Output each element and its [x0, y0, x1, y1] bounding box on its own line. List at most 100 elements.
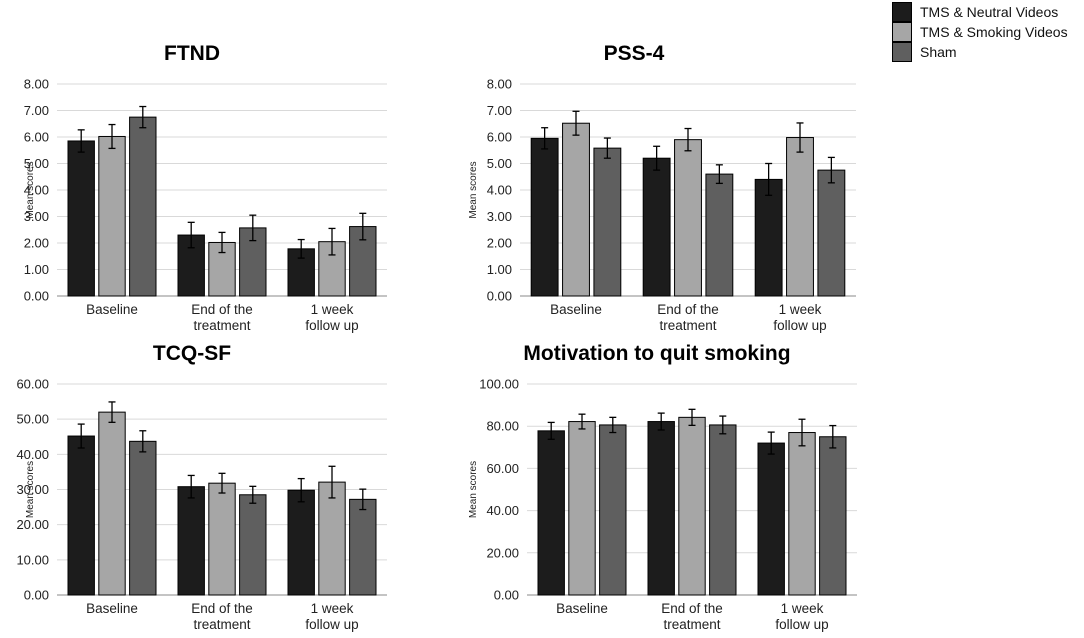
bar — [287, 489, 315, 596]
bar — [593, 147, 622, 297]
y-tick-label: 100.00 — [479, 377, 519, 392]
legend-item-neutral: TMS & Neutral Videos — [892, 2, 1058, 22]
bar — [67, 140, 95, 297]
y-tick-label: 4.00 — [24, 183, 49, 198]
y-tick-label: 3.00 — [487, 209, 512, 224]
chart-title: Motivation to quit smoking — [523, 342, 790, 365]
y-tick-label: 40.00 — [486, 503, 519, 518]
y-axis-label: Mean scores — [468, 161, 479, 218]
x-tick-label: 1 week — [311, 302, 354, 317]
y-tick-label: 1.00 — [24, 262, 49, 277]
y-axis-label: Mean scores — [468, 461, 479, 518]
x-tick-label: Baseline — [556, 601, 608, 616]
y-tick-label: 50.00 — [16, 412, 49, 427]
chart-ftnd: FTND 0.00 1.00 2.00 3.00 4.00 5.00 6.00 7.00 8.00… — [24, 42, 387, 333]
bar — [705, 173, 734, 297]
legend-item-smoking: TMS & Smoking Videos — [892, 22, 1068, 42]
x-tick-label: follow up — [773, 318, 826, 333]
x-tick-label: Baseline — [550, 302, 602, 317]
legend-swatch-sham — [892, 42, 912, 62]
bar — [786, 137, 814, 297]
x-tick-label: 1 week — [311, 601, 354, 616]
y-tick-label: 30.00 — [16, 482, 49, 497]
bar — [788, 432, 816, 596]
y-tick-label: 0.00 — [487, 289, 512, 304]
legend-label-sham: Sham — [920, 44, 957, 60]
y-tick-label: 1.00 — [487, 262, 512, 277]
chart-title: FTND — [164, 42, 220, 65]
legend-item-sham: Sham — [892, 42, 957, 62]
y-tick-label: 80.00 — [486, 419, 519, 434]
x-tick-label: treatment — [193, 617, 250, 632]
bar — [642, 157, 671, 297]
bar — [129, 440, 157, 596]
bar — [757, 442, 785, 596]
legend-label-neutral: TMS & Neutral Videos — [920, 4, 1059, 20]
y-tick-label: 40.00 — [16, 447, 49, 462]
y-axis-label: Mean scores — [25, 461, 36, 518]
x-tick-label: 1 week — [779, 302, 822, 317]
y-tick-label: 60.00 — [16, 377, 49, 392]
y-tick-label: 20.00 — [16, 517, 49, 532]
bar — [318, 481, 346, 596]
x-tick-label: follow up — [305, 617, 358, 632]
y-tick-label: 6.00 — [24, 130, 49, 145]
y-tick-label: 0.00 — [24, 289, 49, 304]
y-tick-label: 7.00 — [24, 103, 49, 118]
x-tick-label: End of the — [191, 601, 253, 616]
bar — [678, 416, 706, 596]
y-tick-label: 8.00 — [24, 77, 49, 92]
bar — [599, 424, 627, 596]
bar — [647, 421, 675, 596]
bar — [349, 498, 377, 596]
y-tick-label: 0.00 — [494, 588, 519, 603]
legend-swatch-smoking — [892, 22, 912, 42]
bar — [537, 430, 565, 596]
y-tick-label: 5.00 — [24, 156, 49, 171]
chart-title: TCQ-SF — [153, 342, 231, 365]
bar — [819, 436, 847, 596]
y-tick-label: 0.00 — [24, 588, 49, 603]
x-tick-label: follow up — [775, 617, 828, 632]
y-tick-label: 5.00 — [487, 156, 512, 171]
bar — [98, 135, 126, 297]
x-tick-label: End of the — [191, 302, 253, 317]
bar — [67, 435, 95, 596]
bar — [709, 424, 737, 596]
y-tick-label: 7.00 — [487, 103, 512, 118]
x-tick-label: End of the — [661, 601, 723, 616]
y-tick-label: 2.00 — [24, 236, 49, 251]
y-tick-label: 60.00 — [486, 461, 519, 476]
bar — [674, 139, 702, 297]
x-tick-label: Baseline — [86, 601, 138, 616]
x-tick-label: 1 week — [781, 601, 824, 616]
bar — [562, 122, 590, 297]
bar — [754, 178, 783, 297]
y-tick-label: 8.00 — [487, 77, 512, 92]
y-tick-label: 4.00 — [487, 183, 512, 198]
bar — [568, 421, 596, 596]
chart-title: PSS-4 — [604, 42, 665, 65]
y-tick-label: 10.00 — [16, 552, 49, 567]
x-tick-label: Baseline — [86, 302, 138, 317]
bar — [98, 411, 126, 596]
x-tick-label: End of the — [657, 302, 719, 317]
x-tick-label: treatment — [663, 617, 720, 632]
legend: TMS & Neutral Videos TMS & Smoking Video… — [892, 0, 1082, 64]
x-tick-label: follow up — [305, 318, 358, 333]
y-tick-label: 3.00 — [24, 209, 49, 224]
chart-motivation: Motivation to quit smoking 0.00 20.00 40.00… — [468, 342, 857, 632]
legend-swatch-neutral — [892, 2, 912, 22]
bar — [129, 116, 157, 297]
y-tick-label: 2.00 — [487, 236, 512, 251]
y-tick-label: 20.00 — [486, 545, 519, 560]
bar — [817, 169, 846, 297]
bar — [239, 494, 267, 596]
bar — [208, 482, 236, 596]
legend-label-smoking: TMS & Smoking Videos — [920, 24, 1068, 40]
x-tick-label: treatment — [193, 318, 250, 333]
x-tick-label: treatment — [659, 318, 716, 333]
chart-tcqsf: TCQ-SF 0.00 10.00 20.00 30.00 40.00 50.00 60.00… — [16, 342, 387, 632]
y-axis-label: Mean scores — [25, 161, 36, 218]
